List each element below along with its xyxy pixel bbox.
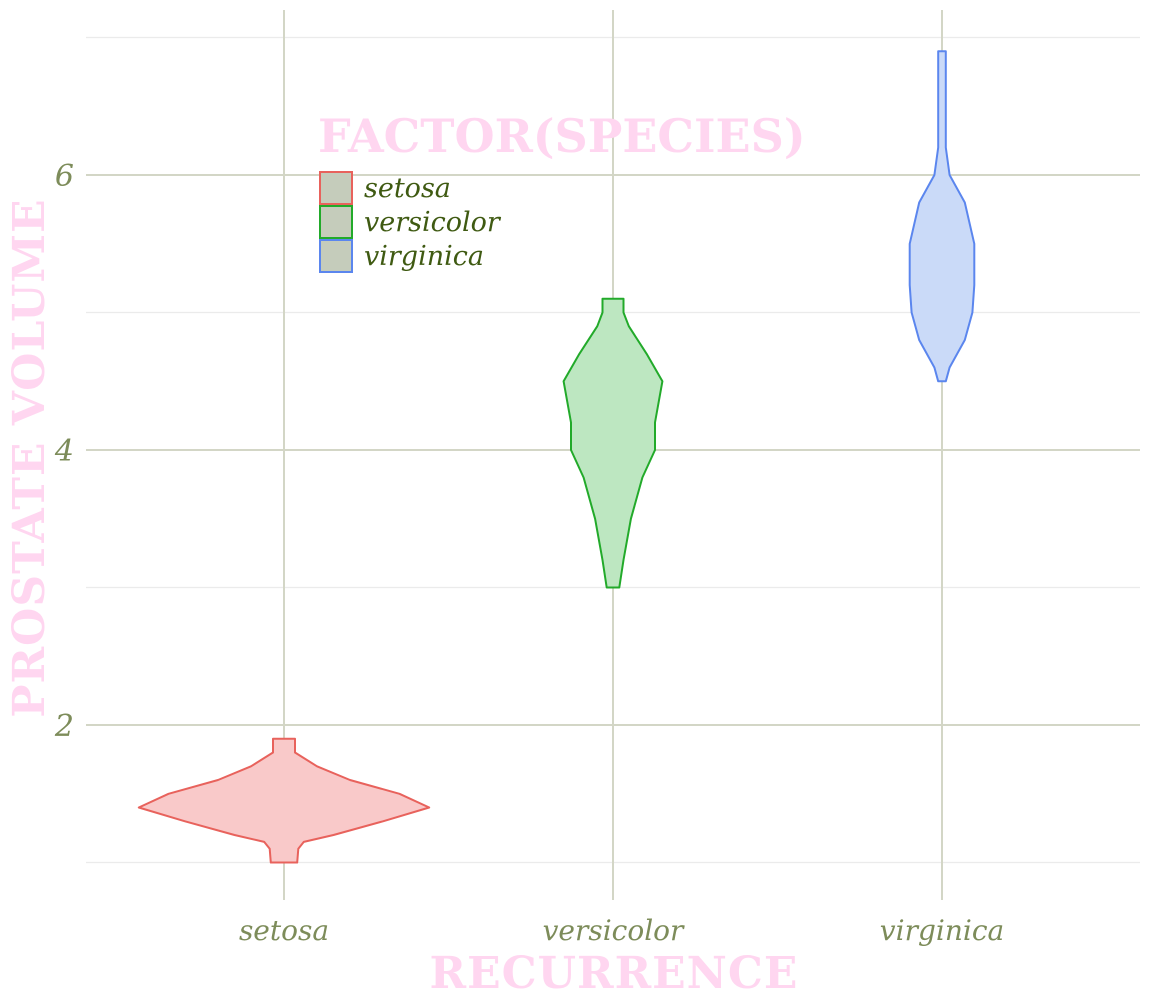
legend-label-setosa: setosa — [364, 173, 451, 204]
x-tick-label: virginica — [880, 914, 1004, 947]
y-axis-title: Prostate Volume — [4, 198, 55, 717]
x-tick-label: versicolor — [543, 914, 685, 947]
violins — [137, 50, 976, 864]
legend-key-virginica — [319, 239, 353, 273]
y-tick-label: 2 — [54, 709, 74, 744]
legend: factor(Species) setosaversicolorvirginic… — [318, 109, 806, 273]
x-axis-title: Recurrence — [430, 948, 799, 999]
legend-key-setosa — [319, 171, 353, 205]
legend-key-versicolor — [319, 205, 353, 239]
legend-label-versicolor: versicolor — [364, 207, 502, 238]
y-axis-ticks: 2 4 6 — [54, 159, 74, 744]
x-axis-ticks: setosa versicolor virginica — [239, 914, 1004, 947]
violin-virginica — [908, 50, 976, 383]
violin-setosa — [137, 737, 431, 864]
y-tick-label: 4 — [54, 434, 74, 469]
y-tick-label: 6 — [55, 159, 74, 194]
x-tick-label: setosa — [239, 914, 329, 947]
legend-label-virginica: virginica — [364, 241, 484, 272]
violin-versicolor — [562, 297, 664, 589]
legend-title: factor(Species) — [318, 109, 806, 163]
